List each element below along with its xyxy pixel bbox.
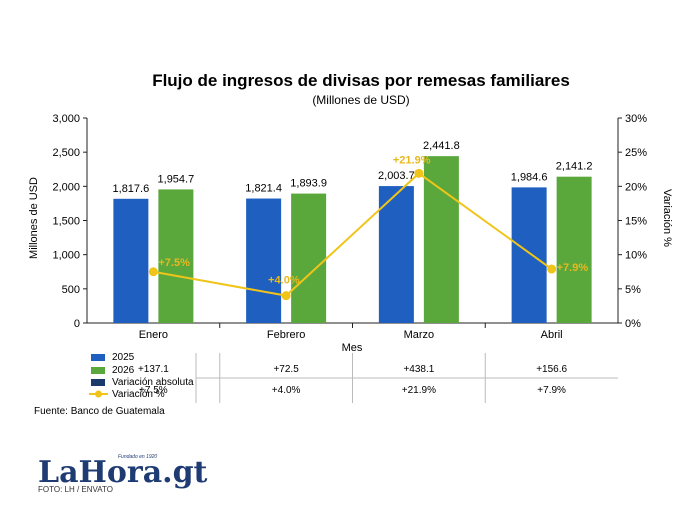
table-cell-absolute: +72.5 <box>273 364 299 375</box>
bar-2025 <box>378 186 414 323</box>
bar-value-label: 1,821.4 <box>245 183 282 195</box>
y2-tick-label: 30% <box>625 113 647 125</box>
bar-value-label: 1,954.7 <box>158 173 195 185</box>
legend-label: 2026 <box>112 365 135 376</box>
variation-label: +7.9% <box>557 262 589 274</box>
bar-2025 <box>113 198 149 323</box>
bar-2025 <box>511 187 547 323</box>
legend-swatch <box>91 379 105 386</box>
bar-value-label: 1,984.6 <box>511 171 548 183</box>
y2-tick-label: 20% <box>625 181 647 193</box>
variation-point <box>281 291 291 301</box>
variation-label: +7.5% <box>158 257 190 269</box>
y2-tick-label: 5% <box>625 284 641 296</box>
y-tick-label: 1,000 <box>52 250 80 262</box>
bar-2026 <box>423 156 459 323</box>
variation-label: +4.0% <box>268 275 300 287</box>
legend-label: 2025 <box>112 352 135 363</box>
logo-tagline: Fundado en 1920 <box>118 454 157 460</box>
variation-point <box>148 267 158 277</box>
y-tick-label: 0 <box>74 318 80 330</box>
bar-2026 <box>556 176 592 323</box>
bar-2025 <box>246 198 282 323</box>
variation-point <box>414 168 424 178</box>
chart-title: Flujo de ingresos de divisas por remesas… <box>152 71 570 90</box>
legend-point-swatch <box>95 390 102 398</box>
y2-axis-title: Variación % <box>661 189 673 247</box>
legend-swatch <box>91 354 105 361</box>
x-tick-label: Enero <box>139 329 168 341</box>
table-cell-percent: +7.5% <box>139 385 168 396</box>
bar-2026 <box>291 193 327 323</box>
plot-area: 0 500 1,000 1,500 2,000 2,500 3,000 0% 5% 10% 15% 2… <box>52 113 647 341</box>
bar-value-label: 2,003.7 <box>378 170 415 182</box>
table-cell-absolute: +438.1 <box>403 364 434 375</box>
y-tick-label: 2,000 <box>52 181 80 193</box>
x-tick-label: Abril <box>541 329 563 341</box>
y-tick-label: 2,500 <box>52 147 80 159</box>
x-tick-label: Febrero <box>267 329 306 341</box>
chart-subtitle: (Millones de USD) <box>312 93 409 107</box>
variation-label: +21.9% <box>393 154 431 166</box>
legend-label: Variación % <box>112 389 165 400</box>
logo-wordmark: LaHora.gt <box>38 455 208 490</box>
table-cell-percent: +7.9% <box>537 385 566 396</box>
y2-tick-label: 15% <box>625 216 647 228</box>
logo: LaHora.gt Fundado en 1920 <box>38 454 208 490</box>
y2-tick-label: 25% <box>625 147 647 159</box>
variation-point <box>547 264 557 274</box>
bar-value-label: 2,141.2 <box>556 161 593 173</box>
x-axis-title: Mes <box>342 342 363 354</box>
legend-swatch <box>91 367 105 374</box>
bar-value-label: 1,893.9 <box>290 178 327 190</box>
y-tick-label: 3,000 <box>52 113 80 125</box>
y-axis-title: Millones de USD <box>28 177 40 259</box>
photo-credit: FOTO: LH / ENVATO <box>38 485 113 494</box>
variation-line <box>153 172 553 297</box>
x-tick-label: Marzo <box>404 329 435 341</box>
source-note: Fuente: Banco de Guatemala <box>34 406 165 417</box>
y-tick-label: 500 <box>62 284 80 296</box>
y-tick-label: 1,500 <box>52 216 80 228</box>
y2-tick-label: 0% <box>625 318 641 330</box>
y2-tick-label: 10% <box>625 250 647 262</box>
table-cell-percent: +21.9% <box>402 385 436 396</box>
table-cell-absolute: +137.1 <box>138 364 169 375</box>
table-cell-absolute: +156.6 <box>536 364 567 375</box>
bar-2026 <box>158 189 194 323</box>
bar-value-label: 2,441.8 <box>423 140 460 152</box>
table-cell-percent: +4.0% <box>272 385 301 396</box>
bar-value-label: 1,817.6 <box>113 183 150 195</box>
legend-label: Variación absoluta <box>112 377 194 388</box>
